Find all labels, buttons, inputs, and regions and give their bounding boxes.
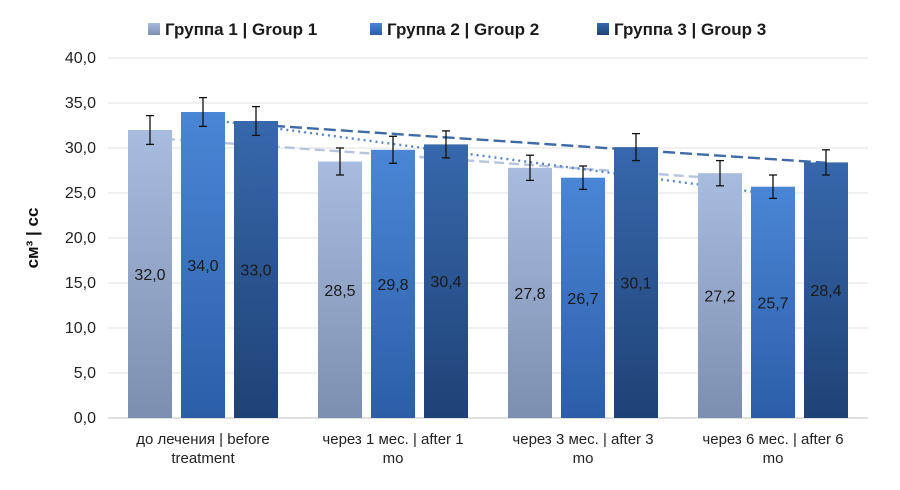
value-label: 27,2	[704, 289, 735, 306]
error-bar	[199, 96, 207, 128]
y-tick-label: 10,0	[65, 320, 96, 337]
error-bar	[252, 105, 260, 137]
error-bar	[146, 114, 154, 146]
trend-line-group2	[202, 117, 774, 196]
value-label: 25,7	[757, 295, 788, 312]
legend-swatch	[597, 23, 609, 35]
y-tick-label: 25,0	[65, 185, 96, 202]
x-tick-label: до лечения | before treatment	[136, 431, 270, 467]
value-label: 28,4	[810, 283, 841, 300]
error-bar	[526, 154, 534, 182]
bar-group1-1	[128, 130, 172, 418]
legend-label: Группа 3 | Group 3	[614, 20, 766, 39]
legend-label: Группа 1 | Group 1	[165, 20, 317, 39]
value-label: 28,5	[324, 283, 355, 300]
y-tick-label: 5,0	[74, 365, 96, 382]
bar-group3-2	[424, 144, 468, 418]
error-bar	[632, 132, 640, 162]
legend-item: Группа 2 | Group 2	[370, 20, 539, 39]
bar-group1-3	[508, 167, 552, 418]
legend-label: Группа 2 | Group 2	[387, 20, 539, 39]
y-tick-label: 30,0	[65, 140, 96, 157]
bar-group3-4	[804, 162, 848, 418]
legend-swatch	[370, 23, 382, 35]
legend: Группа 1 | Group 1 Группа 2 | Group 2 Груп…	[148, 20, 766, 39]
error-bar	[769, 174, 777, 200]
value-label: 30,4	[430, 274, 461, 291]
error-bar	[822, 149, 830, 176]
bar-group3-3	[614, 147, 658, 418]
x-tick-labels: до лечения | before treatment через 1 мес.…	[136, 431, 843, 467]
bar-group1-4	[698, 173, 742, 418]
y-tick-label: 15,0	[65, 275, 96, 292]
legend-item: Группа 3 | Group 3	[597, 20, 766, 39]
y-tick-labels: 0,0 5,0 10,0 15,0 20,0 25,0 30,0 35,0 40,0	[65, 50, 96, 427]
value-label: 33,0	[240, 263, 271, 280]
y-tick-label: 35,0	[65, 95, 96, 112]
y-axis-label-group: см³ | cc	[23, 208, 42, 269]
y-axis-label: см³ | cc	[23, 208, 42, 269]
legend-item: Группа 1 | Group 1	[148, 20, 317, 39]
y-tick-label: 40,0	[65, 50, 96, 67]
trend-line-group3	[255, 123, 827, 164]
bar-group2-3	[561, 177, 605, 418]
y-tick-label: 0,0	[74, 410, 96, 427]
value-label: 27,8	[514, 286, 545, 303]
bar-group2-1	[181, 112, 225, 418]
bar-group1-2	[318, 161, 362, 418]
bar-group3-1	[234, 121, 278, 418]
value-label: 26,7	[567, 291, 598, 308]
legend-swatch	[148, 23, 160, 35]
error-bars	[146, 96, 830, 200]
y-tick-label: 20,0	[65, 230, 96, 247]
value-label: 30,1	[620, 276, 651, 293]
value-label: 29,8	[377, 277, 408, 294]
value-labels: 32,0 28,5 27,8 27,2 34,0 29,8 26,7 25,7 33,0 30,4…	[134, 258, 841, 312]
x-tick-label: через 1 мес. | after 1 mo	[322, 431, 463, 467]
bar-group2-2	[371, 149, 415, 419]
error-bar	[389, 135, 397, 164]
bar-group2-4	[751, 186, 795, 418]
error-bar	[442, 130, 450, 159]
x-tick-label: через 6 мес. | after 6 mo	[702, 431, 843, 467]
error-bar	[716, 159, 724, 187]
error-bar	[336, 147, 344, 176]
error-bar	[579, 165, 587, 191]
value-label: 34,0	[187, 258, 218, 275]
x-tick-label: через 3 мес. | after 3 mo	[512, 431, 653, 467]
bars	[128, 112, 848, 419]
value-label: 32,0	[134, 267, 165, 284]
